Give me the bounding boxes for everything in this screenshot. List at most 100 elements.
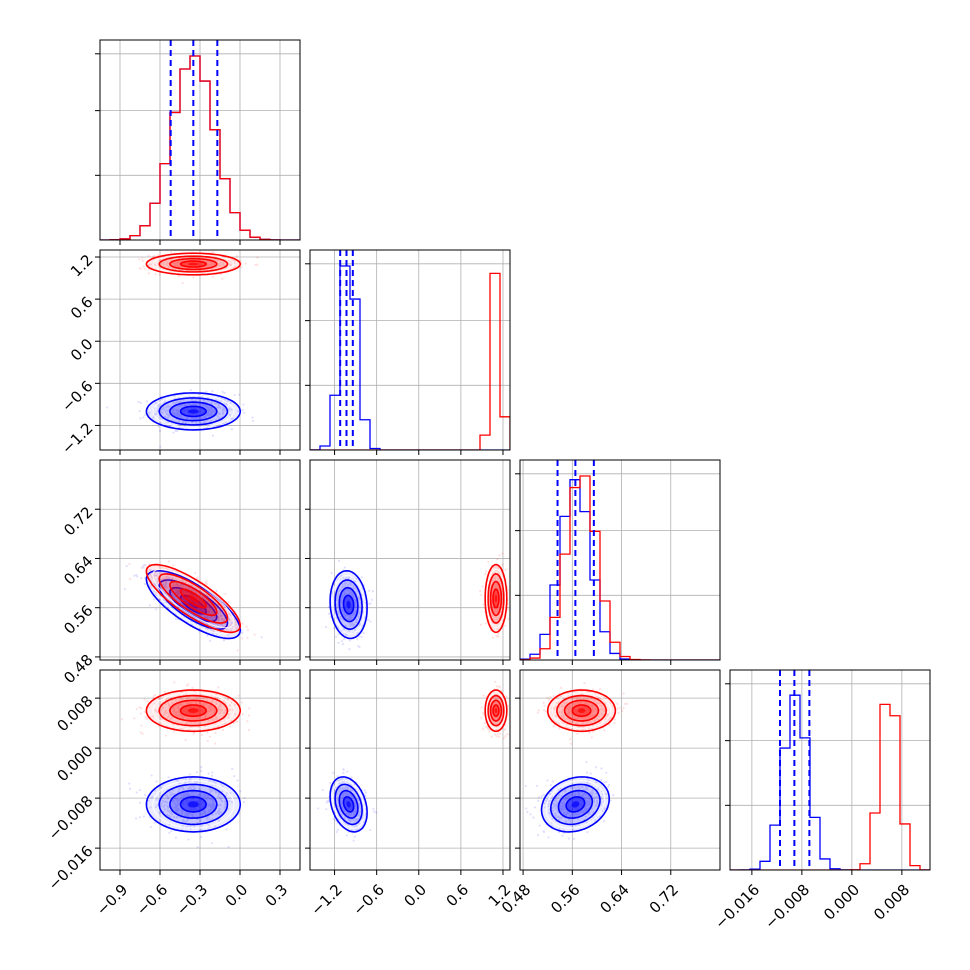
y-tick-label: 0.64 bbox=[60, 552, 96, 588]
contour-blue bbox=[158, 397, 229, 426]
hist-red-2 bbox=[520, 475, 720, 660]
contour-red bbox=[169, 257, 218, 271]
contour-inner-blue bbox=[545, 779, 606, 829]
density-fill-blue bbox=[346, 600, 351, 609]
contour-blue bbox=[557, 789, 594, 819]
x-tick-label: 0.56 bbox=[547, 881, 583, 917]
hist-blue-1 bbox=[310, 265, 510, 450]
axes-2-1 bbox=[305, 459, 511, 665]
panel-1-0 bbox=[100, 250, 300, 450]
contour-red bbox=[487, 694, 505, 727]
hist-panel-3 bbox=[730, 670, 930, 870]
contour-red bbox=[489, 699, 503, 722]
axis-frame bbox=[309, 249, 511, 451]
contour-red bbox=[145, 689, 242, 733]
contour-inner-blue bbox=[331, 779, 366, 829]
contour-blue bbox=[334, 783, 363, 826]
x-tick-label: 0.3 bbox=[262, 881, 292, 911]
y-tick-label: −0.008 bbox=[45, 792, 97, 844]
contour-blue bbox=[565, 796, 586, 813]
y-tick-label: 0.000 bbox=[53, 742, 96, 785]
hist-red-0 bbox=[100, 55, 300, 240]
x-tick-label: 0.0 bbox=[222, 881, 252, 911]
hist-panel-2 bbox=[520, 460, 720, 660]
contour-blue bbox=[145, 392, 242, 431]
contour-inner-red bbox=[152, 568, 235, 629]
contour-inner-red bbox=[152, 692, 235, 730]
contour-inner-red bbox=[551, 692, 612, 730]
y-tick-label: −0.6 bbox=[58, 377, 96, 415]
x-tick-label: −0.3 bbox=[173, 881, 211, 919]
contour-red bbox=[484, 689, 508, 733]
density-fill-blue bbox=[346, 801, 351, 808]
hist-red-3 bbox=[730, 703, 930, 870]
y-tick-label: 0.72 bbox=[60, 503, 96, 539]
axes-0-0 bbox=[95, 39, 301, 245]
y-tick-label: 0.48 bbox=[60, 651, 96, 687]
contour-blue bbox=[179, 405, 207, 418]
density-fill-red bbox=[188, 708, 199, 713]
contour-blue bbox=[329, 776, 368, 833]
hist-panel-0 bbox=[100, 40, 300, 240]
contour-blue bbox=[549, 783, 601, 826]
axis-frame bbox=[519, 459, 721, 661]
contour-red bbox=[145, 252, 242, 276]
panel-2-0 bbox=[100, 460, 300, 660]
x-tick-label: 0.72 bbox=[646, 881, 682, 917]
x-tick-label: 0.008 bbox=[870, 881, 913, 924]
y-tick-label: 0.008 bbox=[53, 692, 96, 735]
hist-red-1 bbox=[310, 272, 510, 450]
axes-2-2 bbox=[515, 459, 721, 665]
panel-2-1 bbox=[310, 460, 510, 660]
contour-blue bbox=[158, 783, 229, 826]
density-fill-red bbox=[577, 708, 586, 713]
x-tick-label: −0.008 bbox=[761, 881, 813, 933]
x-tick-label: 0.0 bbox=[400, 881, 430, 911]
panel-3-2 bbox=[520, 670, 720, 870]
contour-red bbox=[563, 699, 600, 722]
density-fill-blue bbox=[188, 801, 199, 808]
contour-red bbox=[492, 704, 500, 718]
axis-frame bbox=[729, 669, 931, 871]
contour-red bbox=[484, 563, 508, 634]
contour-red bbox=[571, 704, 592, 718]
axis-frame bbox=[309, 459, 511, 661]
density-fill-red bbox=[494, 708, 498, 713]
contour-inner-blue bbox=[152, 394, 235, 429]
contour-red bbox=[179, 260, 207, 268]
axis-frame bbox=[309, 669, 511, 871]
contour-blue bbox=[179, 796, 207, 813]
contour-red bbox=[179, 588, 207, 609]
contour-blue bbox=[334, 579, 363, 631]
y-tick-label: 0.56 bbox=[60, 602, 96, 638]
contour-red bbox=[556, 694, 608, 727]
hist-blue-3 bbox=[730, 694, 930, 870]
axis-frame bbox=[519, 669, 721, 871]
contour-inner-red bbox=[485, 568, 506, 629]
contour-blue bbox=[169, 401, 218, 422]
y-tick-label: 1.2 bbox=[67, 251, 97, 281]
density-fill-red bbox=[494, 594, 498, 603]
x-tick-label: −1.2 bbox=[307, 881, 345, 919]
contour-red bbox=[158, 694, 229, 727]
contour-inner-red bbox=[152, 254, 235, 275]
density-fill-red bbox=[188, 594, 199, 603]
contour-blue bbox=[145, 776, 242, 833]
contour-red bbox=[492, 588, 500, 609]
x-tick-label: −0.9 bbox=[93, 881, 131, 919]
contour-blue bbox=[169, 586, 218, 623]
panel-3-0 bbox=[100, 670, 300, 870]
contour-inner-blue bbox=[331, 574, 366, 635]
contour-inner-red bbox=[485, 692, 506, 730]
contour-red bbox=[179, 704, 207, 718]
x-tick-label: −0.6 bbox=[349, 881, 387, 919]
x-tick-label: −0.016 bbox=[711, 881, 763, 933]
y-tick-label: −1.2 bbox=[58, 419, 96, 457]
contour-red bbox=[158, 255, 229, 273]
x-tick-label: 0.64 bbox=[597, 881, 633, 917]
contour-red bbox=[546, 689, 617, 733]
contour-blue bbox=[338, 789, 359, 819]
contour-blue bbox=[338, 586, 359, 623]
hist-panel-1 bbox=[310, 250, 510, 450]
